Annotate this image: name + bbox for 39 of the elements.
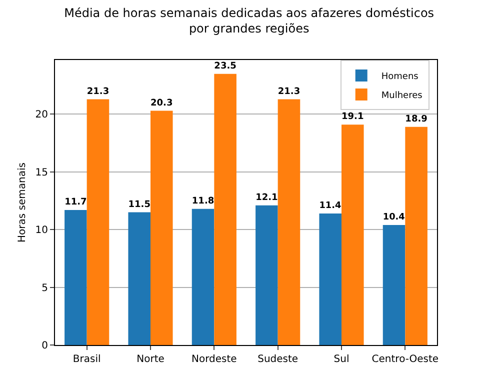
data-label: 23.5 bbox=[214, 61, 236, 72]
data-label: 10.4 bbox=[382, 212, 405, 223]
chart-title: Média de horas semanais dedicadas aos afazeres domésticos por grandes regiões bbox=[64, 6, 434, 36]
y-tick-label: 0 bbox=[42, 340, 48, 352]
legend-label: Mulheres bbox=[381, 91, 423, 102]
bar bbox=[405, 126, 428, 345]
data-label: 11.7 bbox=[64, 198, 87, 208]
bar bbox=[86, 99, 110, 345]
y-tick-label: 20 bbox=[35, 110, 48, 121]
y-tick-label: 10 bbox=[35, 225, 48, 236]
bar bbox=[192, 208, 214, 345]
x-tick-label: Sul bbox=[334, 354, 350, 365]
x-tick-label: Nordeste bbox=[192, 354, 237, 365]
y-tick-label: 5 bbox=[42, 282, 48, 294]
x-tick-label: Centro-Oeste bbox=[372, 354, 439, 365]
bar bbox=[214, 74, 236, 345]
bar bbox=[150, 110, 173, 345]
x-tick-label: Sudeste bbox=[258, 354, 298, 365]
x-tick-label: Brasil bbox=[72, 354, 101, 365]
data-label: 11.8 bbox=[192, 196, 214, 206]
bar bbox=[342, 124, 364, 345]
data-label: 11.5 bbox=[128, 200, 150, 210]
data-label: 12.1 bbox=[256, 192, 278, 203]
data-label: 18.9 bbox=[405, 114, 428, 124]
data-label: 21.3 bbox=[278, 86, 300, 97]
bar bbox=[278, 99, 300, 345]
bar bbox=[128, 212, 150, 345]
bar bbox=[319, 213, 342, 345]
y-axis-title: Horas semanais bbox=[17, 162, 28, 242]
bar bbox=[256, 205, 278, 345]
data-label: 11.4 bbox=[319, 201, 342, 212]
x-tick-label: Norte bbox=[136, 354, 164, 365]
bar bbox=[64, 210, 87, 345]
bar bbox=[382, 225, 406, 345]
legend-label: Homens bbox=[381, 72, 419, 82]
y-tick-label: 15 bbox=[35, 167, 48, 178]
data-label: 20.3 bbox=[150, 98, 173, 108]
data-label: 21.3 bbox=[86, 86, 110, 97]
data-label: 19.1 bbox=[342, 112, 364, 122]
